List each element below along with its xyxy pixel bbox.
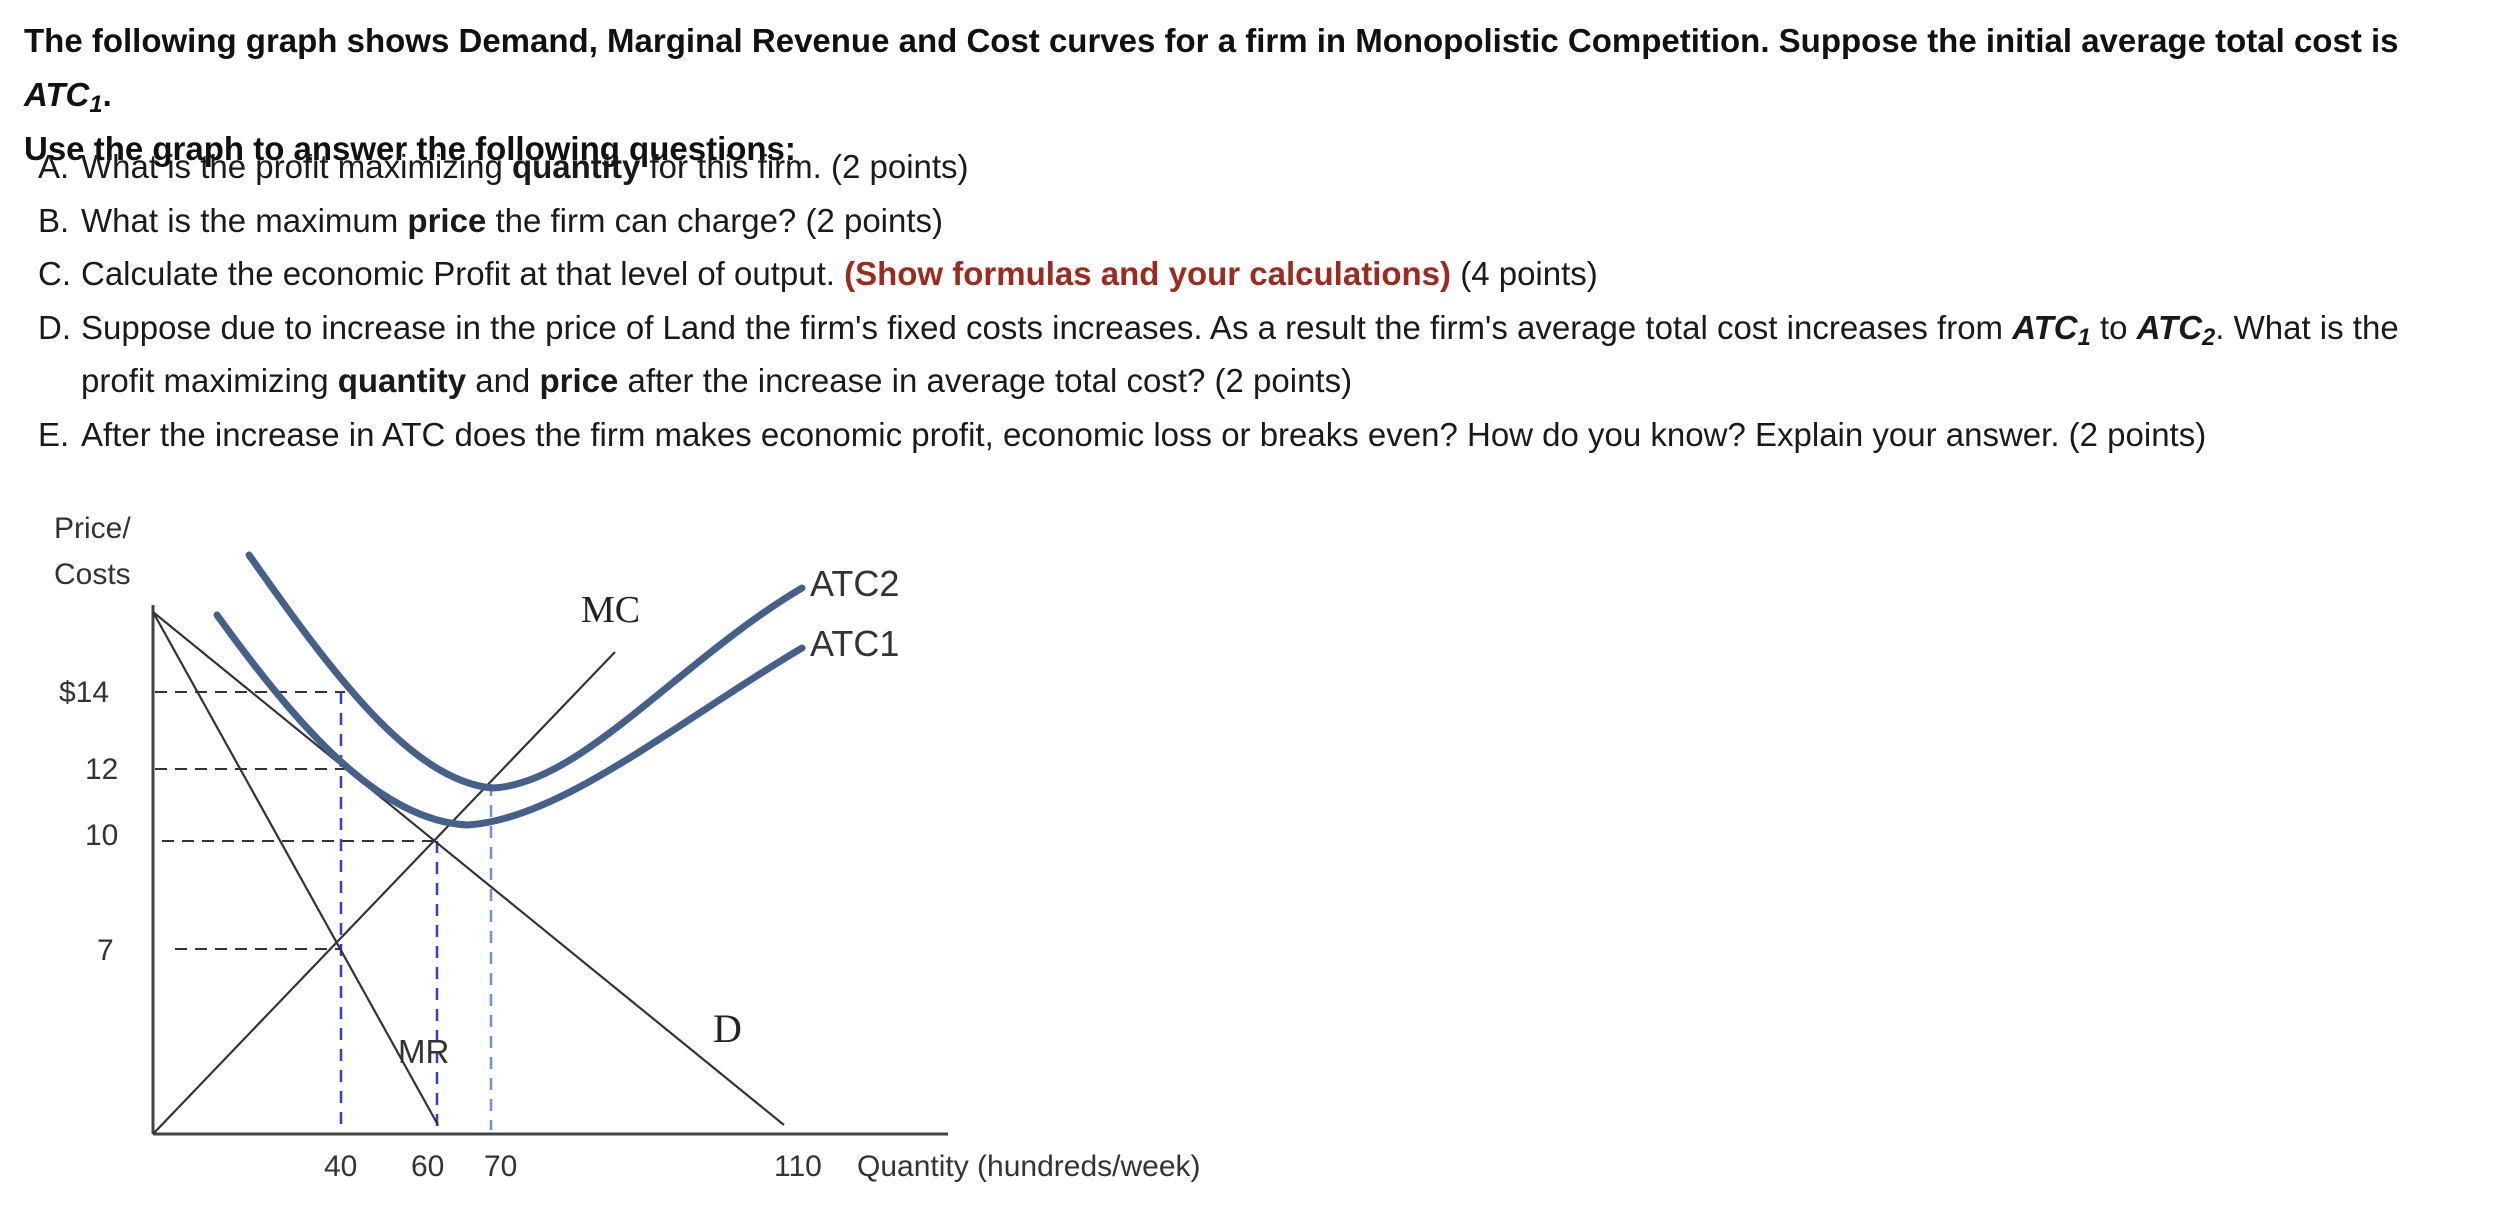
y-tick-7: 7 bbox=[97, 934, 114, 967]
x-tick-40: 40 bbox=[324, 1150, 357, 1183]
intro-line-2: Use the graph to answer the following qu… bbox=[24, 130, 796, 167]
mr-label: MR bbox=[398, 1033, 449, 1070]
y-tick-14: $14 bbox=[59, 676, 109, 709]
cost-curve-graph: Price/ Costs $14 12 10 7 40 60 70 110 Qu… bbox=[54, 512, 1201, 1183]
x-tick-70: 70 bbox=[484, 1150, 517, 1183]
mc-label: MC bbox=[581, 589, 640, 631]
atc2-curve bbox=[245, 551, 806, 792]
demand-curve bbox=[152, 611, 785, 1126]
y-tick-12: 12 bbox=[85, 753, 118, 786]
problem-intro: The following graph shows Demand, Margin… bbox=[24, 14, 2494, 176]
intro-line-1: The following graph shows Demand, Margin… bbox=[24, 22, 2399, 118]
demand-label: D bbox=[713, 1006, 742, 1051]
mr-curve bbox=[152, 611, 439, 1126]
question-c: C. Calculate the economic Profit at that … bbox=[38, 255, 1598, 292]
x-tick-60: 60 bbox=[411, 1150, 444, 1183]
mc-curve bbox=[152, 651, 616, 1135]
question-list: A. What is the profit maximizing quantity… bbox=[38, 140, 2478, 461]
x-axis-label: Quantity (hundreds/week) bbox=[857, 1150, 1201, 1183]
question-e: E. After the increase in ATC does the fir… bbox=[38, 415, 2207, 453]
y-tick-10: 10 bbox=[85, 819, 118, 852]
question-d: D. Suppose due to increase in the price o… bbox=[38, 308, 2399, 400]
question-b: B. What is the maximum price the firm can… bbox=[38, 201, 944, 239]
question-a: A. What is the profit maximizing quantity… bbox=[38, 148, 969, 185]
y-axis-label-line2: Costs bbox=[54, 558, 131, 591]
atc2-label: ATC2 bbox=[810, 563, 899, 604]
y-axis-label-line1: Price/ bbox=[54, 512, 131, 545]
atc1-label: ATC1 bbox=[810, 623, 899, 664]
atc1-curve bbox=[213, 611, 806, 829]
x-tick-110: 110 bbox=[774, 1150, 822, 1183]
